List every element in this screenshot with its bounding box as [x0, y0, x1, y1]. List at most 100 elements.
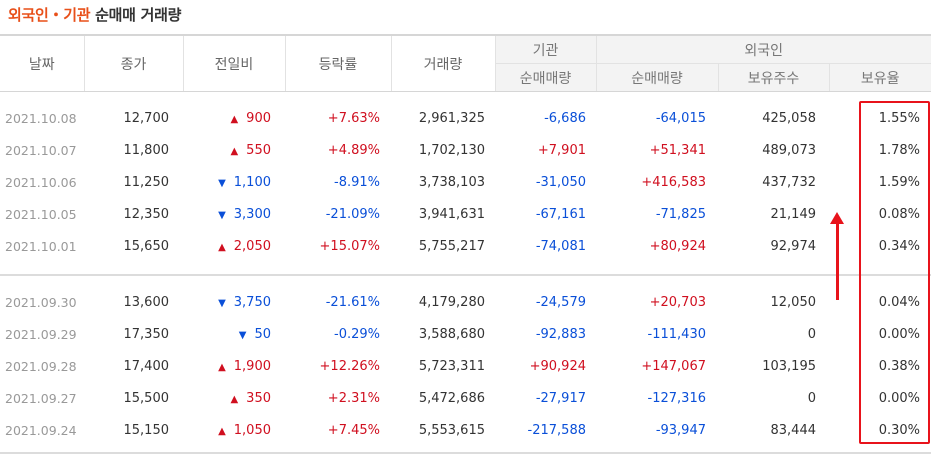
up-arrow-shaft: [836, 220, 839, 300]
triangle-up-icon: ▲: [230, 145, 239, 157]
col-inst-net: 순매매량: [494, 63, 596, 92]
foreign-net-cell: -111,430: [647, 326, 706, 342]
triangle-up-icon: ▲: [230, 393, 239, 405]
col-ratio: 보유율: [828, 63, 931, 92]
col-foreign-net: 순매매량: [595, 63, 718, 92]
holdings-cell: 21,149: [770, 206, 817, 222]
change-value: 1,050: [233, 422, 271, 438]
holdings-cell: 12,050: [770, 294, 817, 310]
close-cell: 17,350: [123, 326, 170, 342]
inst-net-cell: -67,161: [535, 206, 586, 222]
close-cell: 15,650: [123, 238, 170, 254]
foreign-net-cell: +51,341: [649, 142, 706, 158]
change-value: 3,300: [233, 206, 271, 222]
table-row: 2021.09.30 13,600 ▼ 3,750 -21.61% 4,179,280 -2…: [0, 286, 931, 318]
table-row: 2021.09.28 17,400 ▲ 1,900 +12.26% 5,723,311 +9…: [0, 350, 931, 382]
volume-cell: 3,941,631: [418, 206, 485, 222]
foreign-net-cell: -71,825: [655, 206, 706, 222]
rate-cell: +12.26%: [319, 358, 380, 374]
arrow-up-icon: [830, 212, 844, 224]
holdings-cell: 92,974: [770, 238, 817, 254]
ratio-cell: 1.55%: [878, 110, 920, 126]
change-value: 350: [246, 390, 271, 406]
close-cell: 11,800: [123, 142, 170, 158]
change-cell: ▲ 550: [183, 134, 285, 166]
rate-cell: +2.31%: [327, 390, 380, 406]
holdings-cell: 83,444: [770, 422, 817, 438]
foreign-net-cell: -127,316: [647, 390, 706, 406]
date-cell: 2021.09.24: [5, 422, 77, 438]
inst-net-cell: -74,081: [535, 238, 586, 254]
volume-cell: 3,738,103: [418, 174, 485, 190]
foreign-net-cell: +416,583: [641, 174, 706, 190]
inst-net-cell: -217,588: [527, 422, 586, 438]
date-cell: 2021.10.01: [5, 238, 77, 254]
volume-cell: 5,755,217: [418, 238, 485, 254]
ratio-cell: 1.59%: [878, 174, 920, 190]
close-cell: 15,150: [123, 422, 170, 438]
triangle-down-icon: ▼: [218, 177, 226, 189]
foreign-net-cell: -64,015: [655, 110, 706, 126]
table-row: 2021.10.08 12,700 ▲ 900 +7.63% 2,961,325 -6,68…: [0, 102, 931, 134]
volume-cell: 4,179,280: [418, 294, 485, 310]
change-value: 2,050: [233, 238, 271, 254]
rate-cell: -8.91%: [334, 174, 380, 190]
col-volume: 거래량: [390, 36, 495, 92]
inst-net-cell: -27,917: [535, 390, 586, 406]
close-cell: 12,700: [123, 110, 170, 126]
close-cell: 15,500: [123, 390, 170, 406]
change-cell: ▲ 900: [183, 102, 285, 134]
row-spacer: [0, 262, 931, 276]
col-holdings: 보유주수: [717, 63, 829, 92]
bottom-divider: [0, 452, 931, 454]
rate-cell: -0.29%: [334, 326, 380, 342]
ratio-cell: 0.38%: [878, 358, 920, 374]
foreign-net-cell: +147,067: [641, 358, 706, 374]
rate-cell: +4.89%: [327, 142, 380, 158]
rate-cell: +15.07%: [319, 238, 380, 254]
table-row: 2021.10.05 12,350 ▼ 3,300 -21.09% 3,941,631 -6…: [0, 198, 931, 230]
top-divider: [0, 34, 931, 36]
foreign-net-cell: +20,703: [649, 294, 706, 310]
triangle-up-icon: ▲: [218, 241, 226, 253]
ratio-highlight-box: [859, 101, 930, 444]
inst-net-cell: -24,579: [535, 294, 586, 310]
ratio-cell: 0.08%: [878, 206, 920, 222]
change-cell: ▲ 350: [183, 382, 285, 414]
date-cell: 2021.10.06: [5, 174, 77, 190]
triangle-up-icon: ▲: [218, 361, 226, 373]
date-cell: 2021.09.27: [5, 390, 77, 406]
ratio-cell: 0.04%: [878, 294, 920, 310]
ratio-cell: 0.00%: [878, 390, 920, 406]
change-cell: ▼ 3,300: [183, 198, 285, 230]
holdings-cell: 0: [807, 326, 816, 342]
col-close: 종가: [83, 36, 183, 92]
inst-net-cell: -92,883: [535, 326, 586, 342]
date-cell: 2021.09.29: [5, 326, 77, 342]
inst-net-cell: -31,050: [535, 174, 586, 190]
change-cell: ▲ 2,050: [183, 230, 285, 262]
inst-net-cell: -6,686: [544, 110, 586, 126]
title-highlight: 외국인・기관: [8, 6, 91, 24]
col-change: 전일비: [182, 36, 285, 92]
title-rest: 순매매 거래량: [95, 6, 182, 24]
holdings-cell: 425,058: [762, 110, 816, 126]
section-title: 외국인・기관 순매매 거래량: [8, 4, 181, 25]
change-value: 1,900: [233, 358, 271, 374]
ratio-cell: 0.00%: [878, 326, 920, 342]
table-row: 2021.10.06 11,250 ▼ 1,100 -8.91% 3,738,103 -31…: [0, 166, 931, 198]
table-row: 2021.10.07 11,800 ▲ 550 +4.89% 1,702,130 +7,90…: [0, 134, 931, 166]
date-cell: 2021.10.05: [5, 206, 77, 222]
table-row: 2021.10.01 15,650 ▲ 2,050 +15.07% 5,755,217 -7…: [0, 230, 931, 262]
change-cell: ▼ 50: [183, 318, 285, 350]
inst-net-cell: +90,924: [529, 358, 586, 374]
volume-cell: 5,723,311: [418, 358, 485, 374]
change-value: 3,750: [233, 294, 271, 310]
close-cell: 11,250: [123, 174, 170, 190]
holdings-cell: 0: [807, 390, 816, 406]
change-cell: ▲ 1,050: [183, 414, 285, 446]
triangle-up-icon: ▲: [218, 425, 226, 437]
table-row: 2021.09.24 15,150 ▲ 1,050 +7.45% 5,553,615 -21…: [0, 414, 931, 446]
close-cell: 12,350: [123, 206, 170, 222]
holdings-cell: 489,073: [762, 142, 816, 158]
